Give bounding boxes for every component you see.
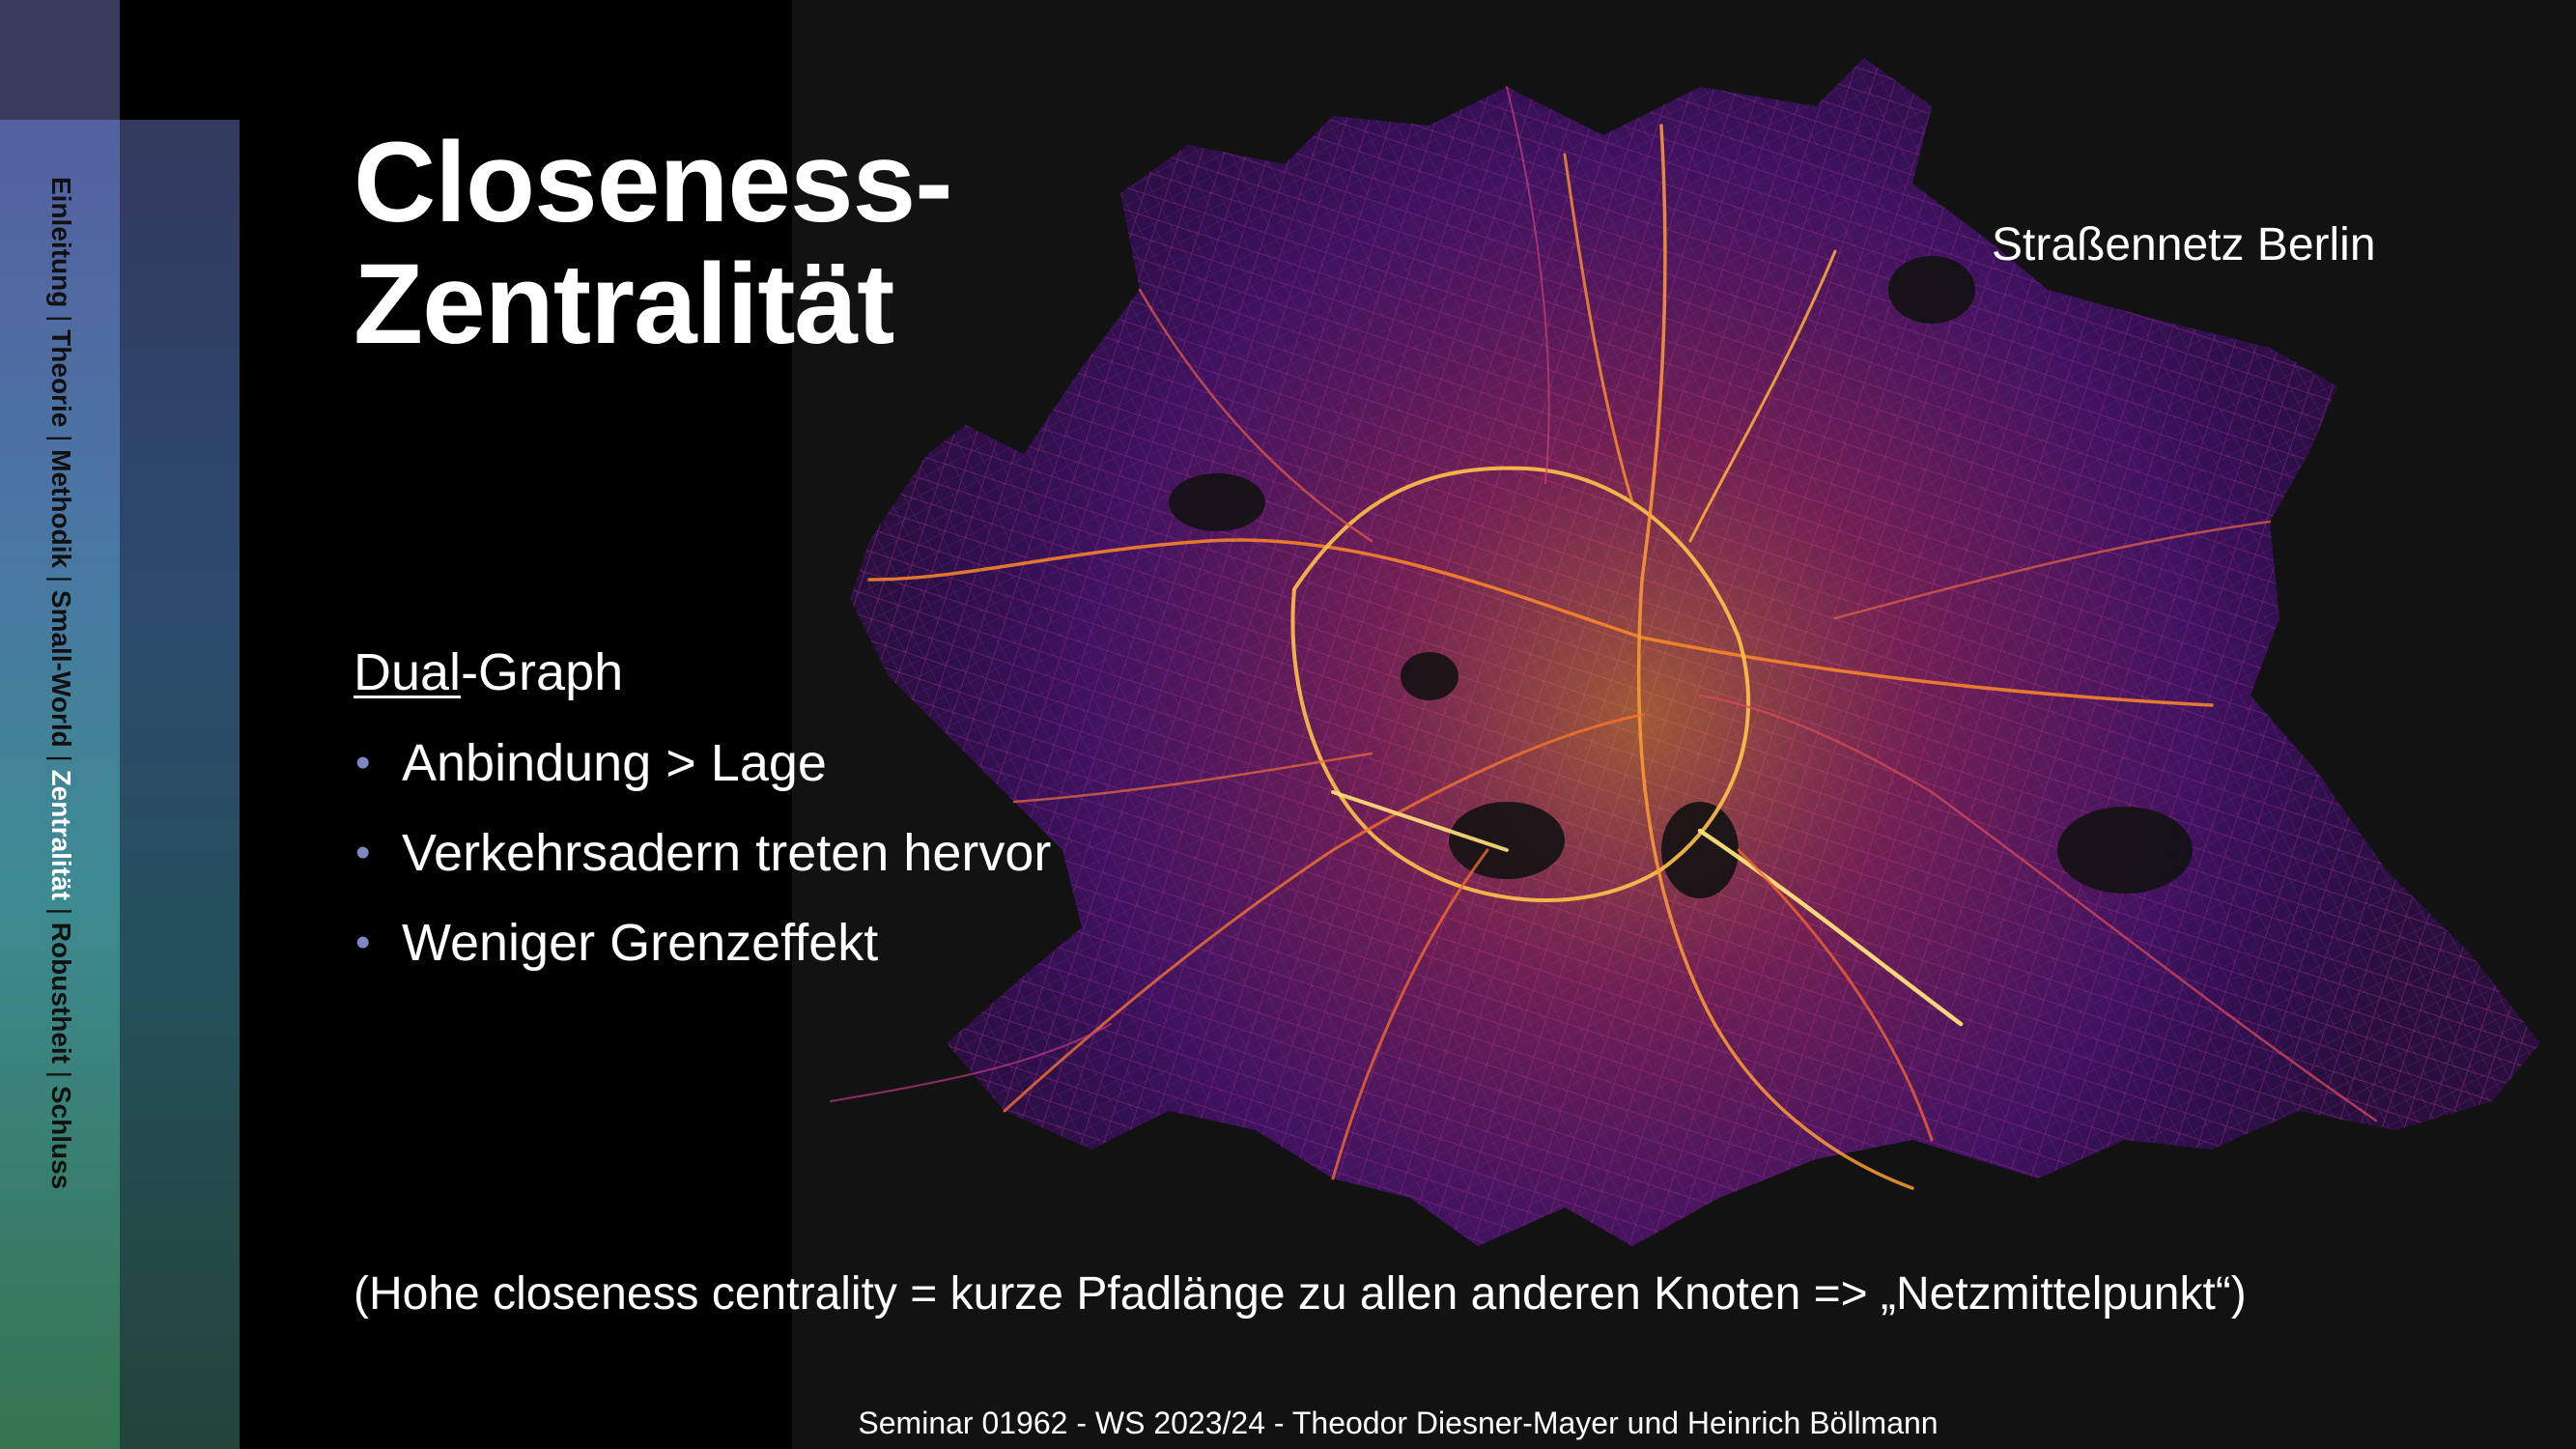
title-line-1: Closeness- xyxy=(354,119,953,246)
sidebar-gradient-outer xyxy=(0,120,120,1449)
footer: Seminar 01962 - WS 2023/24 - Theodor Die… xyxy=(858,1406,1939,1440)
nav-item-einleitung[interactable]: Einleitung xyxy=(46,177,76,308)
nav-separator: | xyxy=(46,1070,76,1079)
section-navigation: Einleitung | Theorie | Methodik | Small-… xyxy=(44,177,77,1394)
heading-rest: -Graph xyxy=(461,643,624,701)
nav-separator: | xyxy=(46,754,76,762)
definition-note: (Hohe closeness centrality = kurze Pfadl… xyxy=(354,1268,2247,1320)
nav-item-schluss[interactable]: Schluss xyxy=(46,1085,76,1190)
bullet-item: Anbindung > Lage xyxy=(354,730,1051,796)
nav-separator: | xyxy=(46,315,76,323)
nav-item-small-world[interactable]: Small-World xyxy=(46,589,76,748)
content-block: Dual-Graph Anbindung > Lage Verkehrsader… xyxy=(354,639,1051,1000)
sidebar-top-block xyxy=(0,0,120,120)
bullet-item: Weniger Grenzeffekt xyxy=(354,910,1051,976)
nav-separator: | xyxy=(46,575,76,583)
sidebar-gradient-inner xyxy=(120,120,240,1449)
bullet-item: Verkehrsadern treten hervor xyxy=(354,820,1051,886)
heading-underlined: Dual xyxy=(354,643,462,701)
title-line-2: Zentralität xyxy=(354,241,894,368)
bullet-list: Anbindung > Lage Verkehrsadern treten he… xyxy=(354,730,1051,976)
nav-separator: | xyxy=(46,435,76,442)
nav-item-zentralitaet[interactable]: Zentralität xyxy=(46,769,76,900)
map-caption: Straßennetz Berlin xyxy=(1992,219,2376,270)
nav-item-theorie[interactable]: Theorie xyxy=(46,329,76,428)
nav-item-methodik[interactable]: Methodik xyxy=(46,449,76,569)
nav-separator: | xyxy=(46,907,76,915)
slide-title: Closeness- Zentralität xyxy=(354,119,953,368)
nav-item-robustheit[interactable]: Robustheit xyxy=(46,922,76,1064)
content-heading: Dual-Graph xyxy=(354,639,1051,705)
